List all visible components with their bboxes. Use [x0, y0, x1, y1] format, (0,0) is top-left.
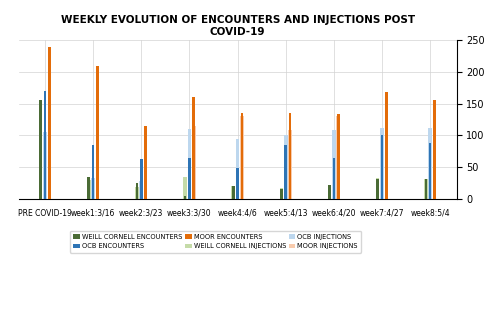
Bar	[384, 118, 388, 199]
Bar	[332, 158, 335, 199]
Bar	[48, 46, 50, 199]
Bar	[376, 178, 380, 199]
Bar	[240, 116, 244, 199]
Bar	[188, 158, 191, 199]
Bar	[433, 100, 436, 199]
Bar	[380, 128, 384, 199]
Bar	[284, 135, 288, 199]
Bar	[284, 145, 287, 199]
Bar	[40, 100, 42, 199]
Bar	[96, 132, 100, 199]
Bar	[288, 113, 292, 199]
Bar	[429, 143, 432, 199]
Title: WEEKLY EVOLUTION OF ENCOUNTERS AND INJECTIONS POST
COVID-19: WEEKLY EVOLUTION OF ENCOUNTERS AND INJEC…	[60, 15, 414, 37]
Bar	[288, 130, 292, 199]
Bar	[136, 183, 138, 199]
Bar	[48, 98, 51, 199]
Bar	[385, 92, 388, 199]
Bar	[140, 159, 142, 199]
Bar	[337, 114, 340, 199]
Bar	[232, 186, 235, 199]
Bar	[280, 188, 283, 199]
Bar	[232, 186, 234, 199]
Bar	[144, 143, 148, 199]
Bar	[280, 189, 282, 199]
Bar	[432, 107, 436, 199]
Bar	[328, 185, 331, 199]
Bar	[92, 178, 95, 199]
Bar	[428, 128, 432, 199]
Bar	[92, 145, 94, 199]
Bar	[236, 168, 239, 199]
Bar	[332, 130, 336, 199]
Legend: WEILL CORNELL ENCOUNTERS, OCB ENCOUNTERS, MOOR ENCOUNTERS, WEILL CORNELL INJECTI: WEILL CORNELL ENCOUNTERS, OCB ENCOUNTERS…	[70, 231, 362, 253]
Bar	[43, 132, 47, 199]
Bar	[376, 179, 379, 199]
Bar	[144, 126, 147, 199]
Bar	[380, 135, 384, 199]
Bar	[424, 179, 427, 199]
Bar	[192, 97, 195, 199]
Bar	[184, 177, 187, 199]
Bar	[336, 116, 340, 199]
Bar	[328, 185, 332, 199]
Bar	[135, 187, 139, 199]
Bar	[188, 129, 191, 199]
Bar	[424, 179, 428, 199]
Bar	[236, 139, 240, 199]
Bar	[44, 91, 46, 199]
Bar	[140, 181, 143, 199]
Bar	[96, 65, 99, 199]
Bar	[192, 126, 196, 199]
Bar	[87, 180, 90, 199]
Bar	[240, 113, 243, 199]
Bar	[39, 175, 42, 199]
Bar	[88, 177, 90, 199]
Bar	[184, 196, 186, 199]
